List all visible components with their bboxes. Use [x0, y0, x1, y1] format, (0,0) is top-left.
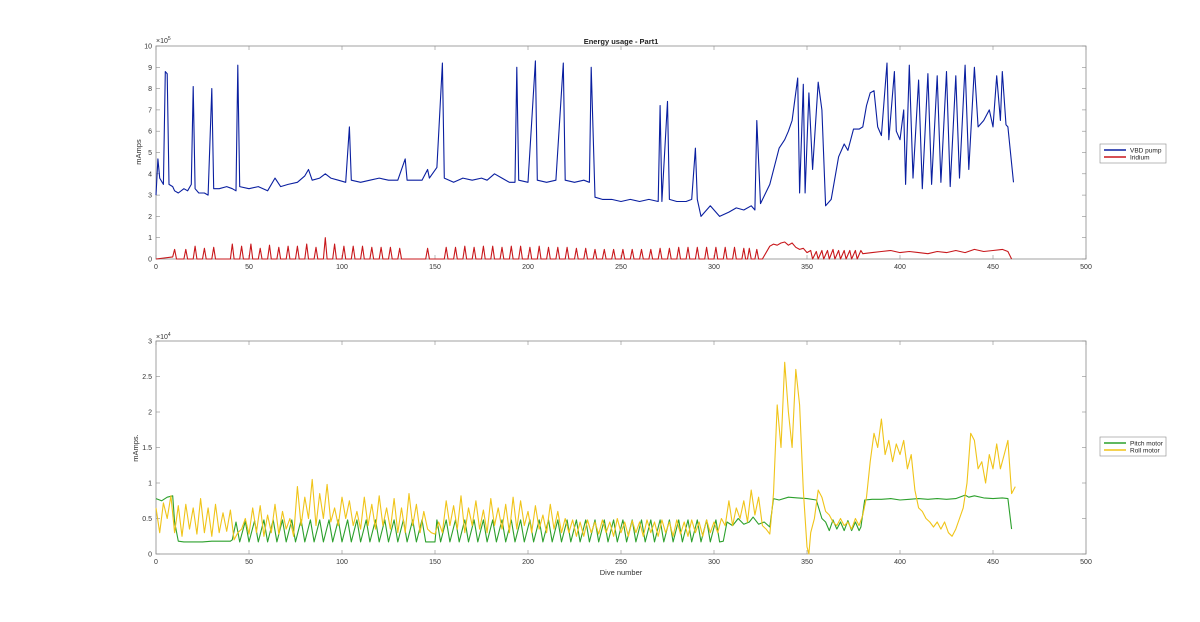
bottom-y-tick-label: 3 [148, 339, 152, 346]
top-series [155, 60, 1015, 260]
bottom-y-multiplier: ×104 [156, 332, 171, 341]
top-y-tick-label: 5 [148, 150, 152, 157]
bottom-legend-label-pitch: Pitch motor [1130, 441, 1164, 448]
bottom-y-tick-label: 0.5 [142, 516, 152, 523]
bottom-legend-label-roll: Roll motor [1130, 448, 1160, 455]
top-y-tick-label: 1 [148, 235, 152, 242]
top-x-tick-label: 150 [429, 264, 441, 271]
bottom-x-tick-label: 0 [154, 559, 158, 566]
top-series-line-iridium [155, 237, 1013, 260]
bottom-y-axis-label: mAmps. [131, 434, 140, 462]
top-x-tick-label: 50 [245, 264, 253, 271]
bottom-y-tick-label: 0 [148, 552, 152, 559]
top-y-multiplier: ×105 [156, 36, 171, 45]
top-axes: 0 50 100 150 200 250 300 350 400 450 500 0 1 2 3 4 5 6 7 8 9… [144, 44, 1092, 272]
top-y-tick-label: 4 [148, 171, 152, 178]
top-x-tick-label: 350 [801, 264, 813, 271]
top-x-tick-label: 400 [894, 264, 906, 271]
top-y-tick-label: 9 [148, 65, 152, 72]
bottom-x-tick-label: 400 [894, 559, 906, 566]
top-y-multiplier-base: ×10 [156, 38, 168, 45]
top-y-exponent: 5 [168, 36, 171, 42]
bottom-x-tick-label: 100 [336, 559, 348, 566]
bottom-legend: Pitch motor Roll motor [1099, 436, 1167, 457]
top-legend-label-iridium: Iridium [1130, 155, 1150, 162]
top-y-tick-label: 8 [148, 86, 152, 93]
bottom-series [155, 361, 1016, 555]
top-chart-title: Energy usage - Part1 [584, 37, 659, 46]
top-y-tick-label: 6 [148, 129, 152, 136]
top-x-tick-label: 200 [522, 264, 534, 271]
top-y-tick-label: 3 [148, 193, 152, 200]
top-y-tick-label: 0 [148, 257, 152, 264]
bottom-y-tick-label: 1.5 [142, 445, 152, 452]
bottom-x-tick-label: 50 [245, 559, 253, 566]
bottom-x-tick-label: 300 [708, 559, 720, 566]
top-legend: VBD pump Iridium [1099, 143, 1167, 164]
top-series-line-vbd-pump [155, 60, 1015, 217]
bottom-x-tick-label: 150 [429, 559, 441, 566]
bottom-chart: ×104 mAmps. Dive number 0 50 100 150 200 250 3… [131, 332, 1167, 577]
bottom-y-tick-label: 2.5 [142, 374, 152, 381]
bottom-y-tick-label: 1 [148, 481, 152, 488]
top-x-tick-label: 450 [987, 264, 999, 271]
top-x-tick-label: 100 [336, 264, 348, 271]
bottom-x-tick-label: 250 [615, 559, 627, 566]
bottom-series-line-roll-motor [155, 361, 1016, 555]
bottom-x-tick-label: 500 [1080, 559, 1092, 566]
top-y-tick-label: 7 [148, 107, 152, 114]
bottom-legend-box [1099, 436, 1167, 457]
top-y-axis-label: mAmps [134, 139, 143, 165]
bottom-x-tick-label: 450 [987, 559, 999, 566]
top-legend-box [1099, 143, 1167, 164]
bottom-x-axis-label: Dive number [600, 568, 643, 577]
bottom-y-tick-label: 2 [148, 410, 152, 417]
top-y-tick-label: 2 [148, 214, 152, 221]
bottom-y-multiplier-base: ×10 [156, 334, 168, 341]
bottom-y-exponent: 4 [168, 332, 171, 338]
top-legend-label-vbd: VBD pump [1130, 148, 1162, 155]
bottom-x-tick-label: 200 [522, 559, 534, 566]
top-x-tick-label: 0 [154, 264, 158, 271]
bottom-plot-area [155, 340, 1087, 555]
top-x-tick-label: 500 [1080, 264, 1092, 271]
top-y-tick-label: 10 [144, 44, 152, 51]
bottom-axes: 0 50 100 150 200 250 300 350 400 450 500 0 0.5 1 1.5 2 2… [142, 339, 1092, 567]
top-chart: Energy usage - Part1 ×105 mAmps 0 50 100 15… [134, 36, 1167, 272]
top-x-tick-label: 300 [708, 264, 720, 271]
bottom-x-tick-label: 350 [801, 559, 813, 566]
top-x-tick-label: 250 [615, 264, 627, 271]
